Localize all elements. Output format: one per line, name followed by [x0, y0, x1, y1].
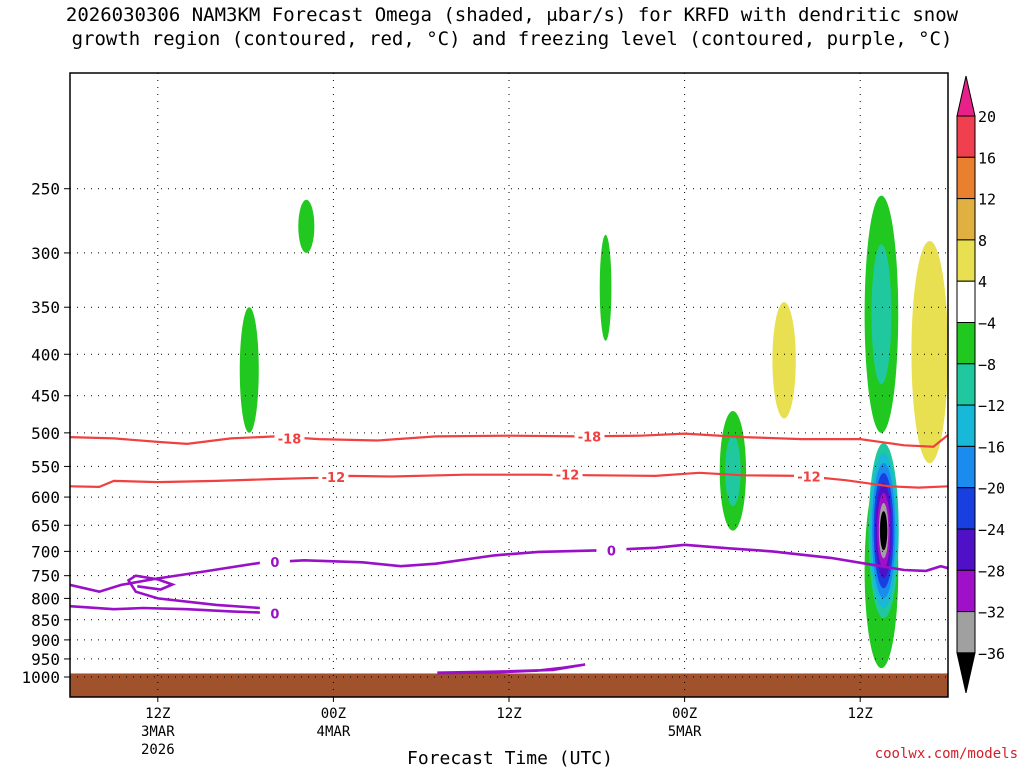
- y-tick-label-900: 900: [31, 631, 60, 650]
- colorbar-label--12: −12: [978, 397, 1005, 415]
- freezing-label-c-bg: [259, 605, 290, 622]
- freezing-label-b-bg: [596, 542, 627, 559]
- colorbar-bin--16--12: [956, 404, 976, 447]
- colorbar-label--32: −32: [978, 604, 1005, 622]
- x-tick-label-54-0: 12Z: [848, 706, 873, 722]
- y-tick-label-500: 500: [31, 424, 60, 443]
- colorbar-bin-12-16: [956, 156, 976, 200]
- omega-shade-sinking-motion-11z5: [772, 302, 796, 419]
- isotherm-label-12-c-bg: [793, 468, 824, 485]
- y-tick-label-600: 600: [31, 488, 60, 507]
- colorbar-bin--32--28: [956, 569, 976, 613]
- freezing-level-line-1: [70, 574, 290, 615]
- isotherm--12: [70, 471, 948, 489]
- omega-shade-upward-motion-upper-column: [871, 244, 892, 385]
- y-tick-label-700: 700: [31, 542, 60, 561]
- omega-peak-upward-motion-core: [879, 511, 888, 551]
- y-tick-label-300: 300: [31, 244, 60, 263]
- x-tick-label-30-0: 12Z: [496, 706, 521, 722]
- colorbar-bin--28--24: [956, 528, 976, 571]
- colorbar-bin--8--4: [956, 322, 976, 365]
- colorbar-label-12: 12: [978, 191, 996, 209]
- colorbar-label--28: −28: [978, 562, 1005, 580]
- y-tick-label-650: 650: [31, 516, 60, 535]
- x-tick-label-42-0: 00Z: [672, 706, 697, 722]
- omega-shade-upward-motion-0z5-col: [725, 435, 741, 507]
- y-tick-label-800: 800: [31, 589, 60, 608]
- freezing-label-a-bg: [259, 553, 290, 570]
- y-tick-label-250: 250: [31, 180, 60, 199]
- x-tick-label-18-0: 00Z: [321, 706, 346, 722]
- freezing-label-a: 0: [270, 556, 279, 571]
- freezing-level-line-2: [437, 663, 586, 675]
- omega-shade-sinking-motion-right-edge: [911, 240, 948, 464]
- y-tick-label-950: 950: [31, 650, 60, 669]
- terrain-fill: [70, 673, 948, 697]
- colorbar-bin--12--8: [956, 363, 976, 406]
- colorbar-label--16: −16: [978, 438, 1005, 456]
- y-tick-label-550: 550: [31, 457, 60, 476]
- plot-area: -18 -18 -12 -12 -12 0 0 0: [70, 73, 948, 697]
- x-tick-label-6-2: 2026: [141, 742, 175, 758]
- colorbar-bin--36--32: [956, 611, 976, 654]
- colorbar-bottom-arrow: [956, 652, 976, 694]
- y-tick-label-400: 400: [31, 345, 60, 364]
- colorbar-label--36: −36: [978, 645, 1005, 663]
- isotherm-label-12-c: -12: [797, 471, 821, 486]
- x-tick-label-6-1: 3MAR: [141, 724, 175, 740]
- y-tick-label-750: 750: [31, 567, 60, 586]
- x-tick-label-6-0: 12Z: [145, 706, 170, 722]
- omega-shade-upward-motion-00z4-upper: [298, 199, 315, 253]
- colorbar-top-arrow: [956, 75, 976, 117]
- y-tick-label-450: 450: [31, 387, 60, 406]
- omega-shade-upward-motion-18z4-upper: [599, 234, 612, 341]
- freezing-label-b: 0: [607, 544, 616, 559]
- x-tick-label-18-1: 4MAR: [317, 724, 351, 740]
- omega-shade-upward-motion-21z3-mid: [239, 307, 259, 433]
- x-axis-title: Forecast Time (UTC): [407, 748, 613, 768]
- isotherm-label-12-b: -12: [556, 469, 580, 484]
- colorbar-bin-8-12: [956, 198, 976, 241]
- chart-title-line-2: growth region (contoured, red, °C) and f…: [71, 28, 953, 50]
- isotherm-label-12-a: -12: [322, 471, 346, 486]
- freezing-level-line-0: [70, 543, 948, 594]
- isotherm-label-12-a-bg: [318, 469, 349, 486]
- isotherm--18: [70, 432, 948, 448]
- isotherm-label-12-b-bg: [552, 466, 583, 483]
- chart-title-line-1: 2026030306 NAM3KM Forecast Omega (shaded…: [65, 4, 959, 26]
- colorbar-label-8: 8: [978, 232, 987, 250]
- y-tick-label-850: 850: [31, 611, 60, 630]
- colorbar-label--4: −4: [978, 315, 996, 333]
- colorbar-bin--24--20: [956, 487, 976, 530]
- isotherm-label-18-b: -18: [578, 430, 602, 445]
- colorbar-bin--20--16: [956, 445, 976, 489]
- isotherm-label-18-b-bg: [574, 428, 605, 445]
- colorbar-label-16: 16: [978, 149, 996, 167]
- isotherm-label-18-a-bg: [274, 430, 305, 447]
- colorbar-label--8: −8: [978, 356, 996, 374]
- y-tick-label-1000: 1000: [21, 668, 60, 687]
- colorbar-label--24: −24: [978, 521, 1005, 539]
- colorbar-label--20: −20: [978, 480, 1005, 498]
- colorbar-bin-16-20: [956, 115, 976, 158]
- colorbar-bin--4-4: [956, 280, 976, 324]
- colorbar-label-4: 4: [978, 273, 987, 291]
- colorbar-label-20: 20: [978, 108, 996, 126]
- colorbar-bin-4-8: [956, 239, 976, 282]
- y-tick-label-350: 350: [31, 298, 60, 317]
- isotherm-label-18-a: -18: [278, 432, 302, 447]
- credit-link[interactable]: coolwx.com/models: [874, 746, 1018, 762]
- x-tick-label-42-1: 5MAR: [668, 724, 702, 740]
- freezing-label-c: 0: [270, 607, 279, 622]
